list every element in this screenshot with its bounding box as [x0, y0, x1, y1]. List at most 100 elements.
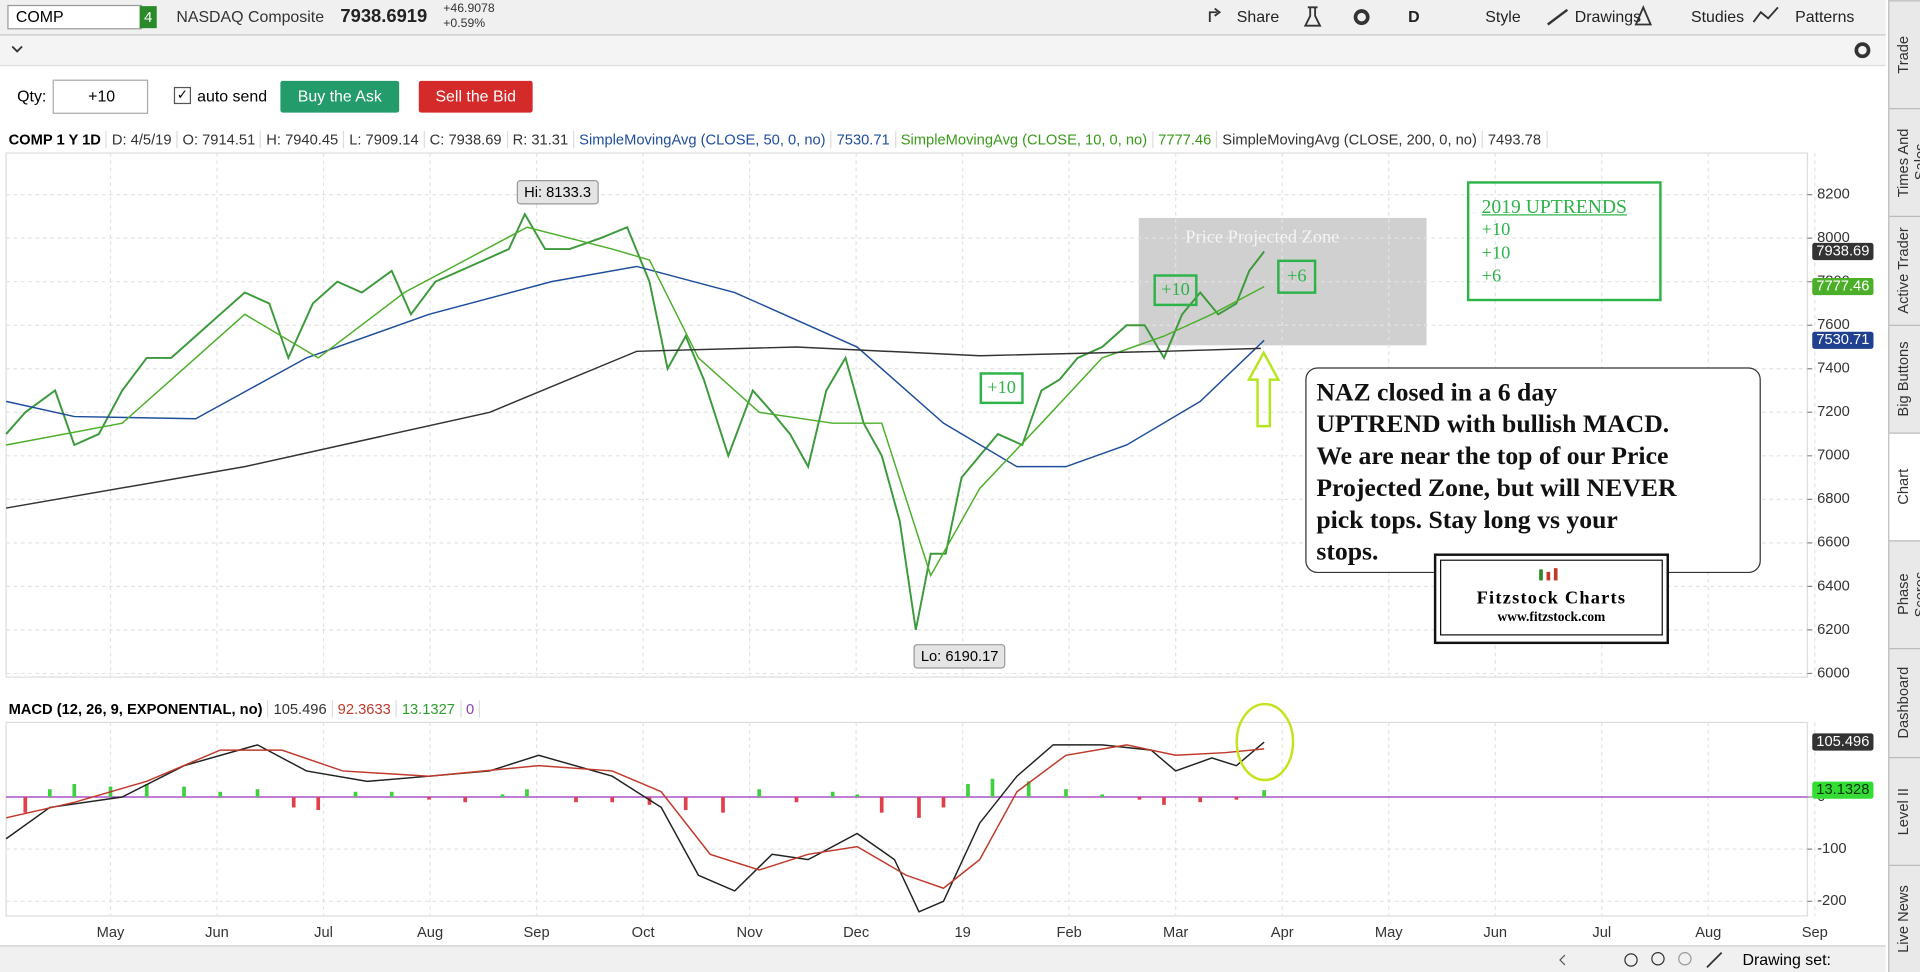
histogram-bar [1026, 781, 1031, 798]
drawings-button[interactable]: Drawings [1574, 7, 1642, 26]
side-tab[interactable]: Times And Sales [1889, 108, 1920, 217]
side-tab[interactable]: Chart [1889, 432, 1920, 541]
uptrend-item: +10 [1481, 243, 1511, 264]
symbol-box[interactable]: COMP [7, 4, 143, 30]
histogram-bar [855, 794, 860, 798]
side-tab[interactable]: Big Buttons [1889, 324, 1920, 433]
x-tick-label: Jun [1483, 925, 1507, 941]
last-value-tag [1812, 733, 1874, 751]
side-tabs: Trade Times And Sales Active Trader Big But… [1888, 0, 1920, 972]
draw-icon[interactable] [1706, 952, 1723, 968]
sub-toolbar [0, 35, 1886, 67]
zone-label: Price Projected Zone [1185, 227, 1340, 248]
studies-button[interactable]: Studies [1691, 7, 1745, 26]
histogram-bar [990, 778, 995, 798]
toolbar-icons [1208, 5, 1779, 27]
high-label: Hi: 8133.3 [516, 180, 599, 205]
header-item: COMP 1 Y 1D [3, 131, 107, 149]
uptrend-tag: +6 [1277, 259, 1317, 294]
collapse-icon[interactable] [11, 45, 23, 53]
crosshair-icon[interactable] [1624, 953, 1638, 967]
note-line: pick tops. Stay long vs your [1316, 504, 1618, 534]
net-change: +46.9078 [443, 2, 495, 16]
header-item: 13.1327 [396, 700, 462, 718]
side-tab[interactable]: Trade [1889, 0, 1920, 109]
qty-input[interactable]: +10 [52, 79, 149, 114]
note-line: UPTREND with bullish MACD. [1316, 408, 1670, 439]
header-item: 0 [461, 700, 481, 718]
x-tick-label: Nov [737, 925, 764, 941]
x-tick-label: Dec [843, 925, 869, 941]
note-line: stops. [1316, 536, 1379, 566]
histogram-bar [500, 794, 505, 798]
histogram-bar [1162, 797, 1166, 805]
side-tab[interactable]: Live News [1889, 864, 1920, 972]
aggregation-button[interactable]: D [1408, 7, 1420, 26]
side-tab[interactable]: Dashboard [1889, 648, 1920, 757]
zoom-in[interactable] [1651, 952, 1665, 966]
share-icon [1208, 7, 1222, 23]
x-tick-label: Oct [632, 925, 655, 941]
side-tab[interactable]: Active Trader [1889, 216, 1920, 325]
y-tick-label: 6800 [1817, 491, 1850, 507]
x-tick-label: Sep [524, 925, 550, 941]
histogram-bar [182, 786, 186, 798]
gear-icon[interactable] [1854, 42, 1871, 59]
buy-button[interactable]: Buy the Ask [280, 80, 400, 113]
plot-frame [5, 152, 1808, 678]
patterns-icon [1752, 6, 1779, 23]
y-tick-label: 7200 [1817, 404, 1850, 420]
footer: Drawing set: Default [0, 945, 1886, 972]
lab-icon [1303, 6, 1322, 27]
macd-highlight [1235, 702, 1295, 782]
series-line [5, 741, 1265, 913]
note-line: We are near the top of our Price [1316, 440, 1669, 471]
header-item: MACD (12, 26, 9, EXPONENTIAL, no) [3, 700, 269, 718]
header-item: R: 31.31 [507, 131, 575, 149]
histogram-bar [1262, 790, 1266, 798]
logo-title: Fitzstock Charts [1476, 588, 1627, 609]
uptrends-title: 2019 UPTRENDS [1481, 197, 1627, 218]
last-price: 7938.6919 [340, 6, 428, 27]
zoom-icons [1559, 952, 1723, 968]
y-tick-label: 8200 [1817, 187, 1850, 203]
logo-icon [1539, 568, 1558, 581]
histogram-bar [47, 789, 52, 798]
patterns-button[interactable]: Patterns [1795, 7, 1855, 26]
y-tick-label: 7400 [1817, 361, 1850, 377]
link-group[interactable]: 4 [139, 6, 157, 29]
histogram-bar [1064, 789, 1068, 798]
series-line [5, 346, 1261, 509]
scroll-left[interactable] [1559, 954, 1566, 966]
histogram-bar [966, 783, 970, 798]
note-line: Projected Zone, but will NEVER [1316, 472, 1677, 503]
histogram-bar [353, 791, 358, 798]
style-button[interactable]: Style [1485, 7, 1521, 26]
histogram-bar [721, 797, 725, 813]
uptrends-box: 2019 UPTRENDS +10 +10 +6 [1466, 181, 1662, 302]
y-tick-label: -200 [1817, 893, 1846, 909]
auto-send-checkbox[interactable]: ✓ [173, 86, 192, 105]
sell-button[interactable]: Sell the Bid [418, 80, 533, 113]
histogram-bar [144, 783, 149, 798]
side-tab[interactable]: Phase Scores [1889, 540, 1920, 649]
histogram-bar [610, 797, 615, 803]
side-tab[interactable]: Level II [1889, 756, 1920, 865]
x-tick-label: Jul [314, 925, 333, 941]
header-item: 92.3633 [332, 700, 397, 718]
histogram-bar [1198, 797, 1203, 803]
last-value-tag [1812, 278, 1874, 296]
header-item: D: 4/5/19 [106, 131, 178, 149]
x-tick-label: Aug [417, 925, 443, 941]
x-tick-label: May [97, 925, 125, 941]
drawing-set[interactable]: Drawing set: Default [1742, 950, 1831, 972]
order-bar: Qty: +10 ✓ auto send Buy the Ask Sell th… [0, 67, 1886, 126]
zoom-out[interactable] [1678, 952, 1692, 966]
share-button[interactable]: Share [1236, 7, 1280, 26]
logo: Fitzstock Charts www.fitzstock.com [1433, 553, 1669, 645]
header-item: 7530.71 [831, 131, 896, 149]
histogram-bar [316, 797, 321, 811]
x-tick-label: Jul [1592, 925, 1611, 941]
drawings-icon [1547, 8, 1569, 26]
histogram-bar [1234, 797, 1239, 800]
